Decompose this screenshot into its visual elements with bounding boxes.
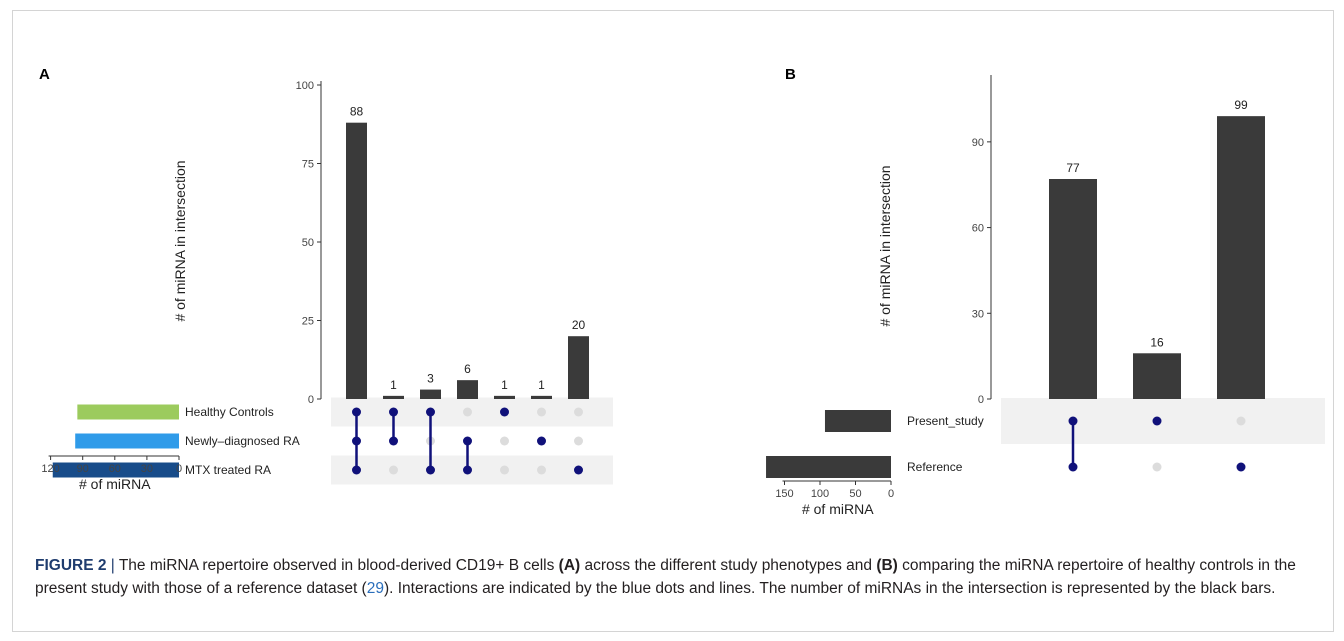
y-tick-label: 100 xyxy=(296,80,314,92)
set-size-tick-label: 60 xyxy=(109,463,121,475)
matrix-dot-empty xyxy=(500,436,509,446)
caption-text-4: ). Interactions are indicated by the blu… xyxy=(383,580,1276,597)
matrix-row-stripe xyxy=(1001,398,1325,444)
intersection-bar xyxy=(531,395,552,399)
matrix-dot-empty xyxy=(537,465,546,475)
intersection-bar xyxy=(457,380,478,399)
intersection-bar-value: 99 xyxy=(1234,98,1248,112)
matrix-dot-filled xyxy=(1236,462,1246,472)
intersection-bar xyxy=(1049,179,1097,399)
intersection-bar-value: 1 xyxy=(538,378,545,392)
intersection-bar xyxy=(568,336,589,399)
set-size-tick-label: 90 xyxy=(77,463,89,475)
y-tick-label: 75 xyxy=(302,159,314,171)
y-tick-label: 60 xyxy=(972,223,984,235)
set-label: Newly–diagnosed RA xyxy=(185,434,300,448)
caption-panel-a-ref: (A) xyxy=(558,557,581,574)
intersection-bar xyxy=(346,122,367,400)
set-size-bar xyxy=(77,404,179,420)
y-tick-label: 50 xyxy=(302,237,314,249)
matrix-dot-empty xyxy=(389,465,398,475)
y-tick-label: 90 xyxy=(972,137,984,149)
intersection-bar xyxy=(494,395,515,399)
panel-a: A 0 25 50 75 100 # of miRNA in intersection 88 1… xyxy=(39,66,613,492)
intersection-bar-value: 1 xyxy=(390,378,397,392)
caption-citation-link[interactable]: 29 xyxy=(366,580,384,597)
set-label: MTX treated RA xyxy=(185,463,271,477)
caption-figure-label: FIGURE 2 xyxy=(35,557,107,574)
caption-panel-b-ref: (B) xyxy=(876,557,898,574)
panel-label: A xyxy=(39,66,50,83)
intersection-bar xyxy=(1217,116,1265,400)
intersection-bar-value: 6 xyxy=(464,362,471,376)
intersection-bar-value: 1 xyxy=(501,378,508,392)
set-size-tick-label: 0 xyxy=(176,463,182,475)
set-label: Reference xyxy=(907,460,963,474)
y-tick-label: 25 xyxy=(302,316,314,328)
set-size-tick-label: 0 xyxy=(888,488,894,500)
matrix-dot-empty xyxy=(463,407,472,417)
set-size-bar xyxy=(52,462,179,478)
y-axis-label: # of miRNA in intersection xyxy=(877,165,893,326)
caption-text-3: comparing the miRNA repertoire of health… xyxy=(35,557,1296,597)
figure-caption: FIGURE 2 | The miRNA repertoire observed… xyxy=(35,554,1331,600)
panel-b: B 0 30 60 90 # of miRNA in intersection 77 16 99… xyxy=(766,66,1325,517)
caption-separator: | xyxy=(106,557,119,574)
panel-label: B xyxy=(785,66,796,83)
intersection-bar xyxy=(1133,353,1181,399)
matrix-dot-empty xyxy=(1236,416,1246,426)
set-size-bar xyxy=(75,433,179,449)
set-size-tick-label: 150 xyxy=(775,488,793,500)
y-tick-label: 0 xyxy=(308,394,314,406)
caption-text-2: across the different study phenotypes an… xyxy=(580,557,877,574)
intersection-bar-value: 20 xyxy=(572,318,586,332)
matrix-dot-empty xyxy=(574,407,583,417)
y-tick-label: 0 xyxy=(978,394,984,406)
matrix-dot-filled xyxy=(574,465,583,475)
set-size-bar xyxy=(824,410,891,432)
set-label: Healthy Controls xyxy=(185,405,274,419)
set-label: Present_study xyxy=(907,414,984,428)
matrix-dot-empty xyxy=(1152,462,1162,472)
intersection-bar xyxy=(383,395,404,399)
intersection-bar-value: 3 xyxy=(427,372,434,386)
figure: A 0 25 50 75 100 # of miRNA in intersection 88 1… xyxy=(12,10,1334,632)
matrix-dot-empty xyxy=(500,465,509,475)
intersection-bar-value: 77 xyxy=(1066,161,1080,175)
y-tick-label: 30 xyxy=(972,308,984,320)
intersection-bar-value: 88 xyxy=(350,105,364,119)
set-size-bar xyxy=(766,456,891,478)
matrix-dot-empty xyxy=(574,436,583,446)
set-size-tick-label: 30 xyxy=(141,463,153,475)
set-size-tick-label: 50 xyxy=(849,488,861,500)
set-size-axis-label: # of miRNA xyxy=(79,476,151,492)
intersection-bar-value: 16 xyxy=(1150,335,1164,349)
caption-text-1: The miRNA repertoire observed in blood-d… xyxy=(118,557,559,574)
intersection-bar xyxy=(420,389,441,399)
set-size-axis-label: # of miRNA xyxy=(802,501,874,517)
set-size-tick-label: 100 xyxy=(811,488,829,500)
matrix-dot-filled xyxy=(1152,416,1162,426)
matrix-dot-empty xyxy=(537,407,546,417)
matrix-dot-filled xyxy=(500,407,509,417)
y-axis-label: # of miRNA in intersection xyxy=(172,160,188,321)
set-size-tick-label: 120 xyxy=(41,463,59,475)
matrix-dot-filled xyxy=(537,436,546,446)
